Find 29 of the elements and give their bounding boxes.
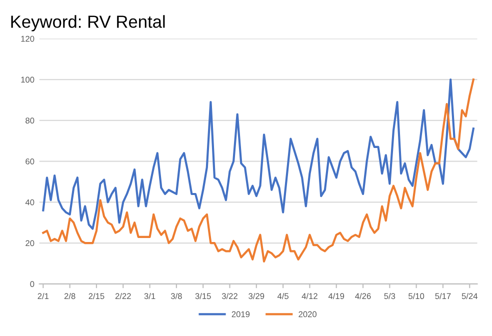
- legend-label: 2020: [298, 311, 317, 318]
- x-tick-label: 2/15: [88, 292, 104, 300]
- x-tick-label: 4/19: [328, 292, 344, 300]
- y-tick-label: 100: [21, 76, 34, 83]
- line-series: [42, 78, 474, 262]
- x-tick-label: 2/1: [38, 292, 49, 300]
- y-tick-label: 120: [21, 36, 34, 42]
- x-tick-label: 5/17: [435, 292, 451, 300]
- x-tick-label: 5/24: [462, 292, 478, 300]
- x-tick-label: 5/10: [408, 292, 424, 300]
- y-tick-label: 60: [26, 158, 34, 164]
- x-tick-label: 3/1: [144, 292, 156, 300]
- x-tick-label: 4/5: [277, 292, 288, 300]
- x-tick-label: 4/26: [355, 292, 371, 300]
- chart-title: Keyword: RV Rental: [11, 15, 165, 32]
- y-tick-label: 40: [25, 199, 34, 206]
- x-tick-label: 3/22: [222, 292, 238, 300]
- x-tick-label: 3/29: [248, 292, 264, 300]
- y-tick-label: 80: [26, 118, 34, 124]
- x-tick-label: 3/15: [195, 292, 211, 300]
- x-tick-label: 5/3: [384, 292, 396, 300]
- x-tick-label: 3/8: [170, 292, 182, 300]
- legend-label: 2019: [232, 311, 250, 318]
- line-series: [42, 78, 474, 230]
- x-tick-label: 2/8: [64, 292, 76, 300]
- x-tick-label: 4/12: [302, 292, 318, 300]
- y-tick-label: 20: [26, 240, 34, 246]
- x-tick-label: 2/22: [115, 292, 131, 300]
- y-tick-label: 0: [30, 281, 34, 288]
